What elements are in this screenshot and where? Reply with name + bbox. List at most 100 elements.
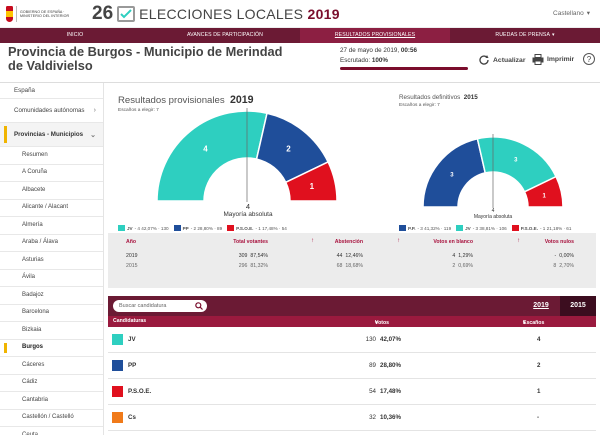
sidebar-item[interactable]: Bizkaia bbox=[0, 322, 103, 340]
government-logo[interactable]: GOBIERNO DE ESPAÑA · MINISTERIO DEL INTE… bbox=[6, 4, 78, 24]
sidebar-item-label: Ávila bbox=[22, 274, 36, 281]
summary-count: 4 bbox=[452, 253, 456, 259]
sidebar-item[interactable]: A Coruña bbox=[0, 165, 103, 182]
definitive-year: 2015 bbox=[463, 94, 478, 101]
sidebar-item[interactable]: Cáceres bbox=[0, 357, 103, 375]
party-color-swatch bbox=[112, 334, 123, 345]
sidebar-item[interactable]: España bbox=[0, 83, 103, 99]
legend-values: - 3 41,32% · 119 bbox=[417, 225, 452, 231]
legend-swatch bbox=[511, 225, 519, 231]
print-button[interactable]: Imprimir bbox=[532, 54, 574, 65]
legend-values: - 1 21,18% · 61 bbox=[540, 225, 572, 231]
summary-header-year: Año bbox=[126, 239, 137, 245]
nav-inicio[interactable]: INICIO bbox=[66, 32, 84, 38]
print-label: Imprimir bbox=[547, 56, 575, 63]
brand-logo[interactable]: 26 ELECCIONES LOCALES 2019 bbox=[92, 3, 340, 24]
summary-cell-blank: 4 1,29% bbox=[452, 253, 473, 259]
refresh-button[interactable]: Actualizar bbox=[478, 54, 525, 66]
legend-swatch bbox=[456, 225, 464, 231]
sidebar-item[interactable]: Resumen bbox=[0, 147, 103, 165]
sidebar-item[interactable]: Araba / Álava bbox=[0, 235, 103, 252]
sidebar-item[interactable]: Provincias - Municipios ⌄ bbox=[0, 123, 103, 147]
seat-arc-pp[interactable] bbox=[422, 137, 487, 208]
sidebar-item-label: Castellón / Castelló bbox=[22, 414, 74, 421]
sidebar-item-label: Badajoz bbox=[22, 291, 44, 298]
sidebar-item-label: Provincias - Municipios bbox=[14, 131, 84, 138]
sidebar-item[interactable]: Almería bbox=[0, 217, 103, 235]
summary-cell-null: -0,00% bbox=[555, 253, 574, 259]
party-percent: 17,48% bbox=[380, 388, 401, 395]
candidate-row[interactable]: Cs 32 10,36% - bbox=[108, 405, 596, 431]
candidate-row[interactable]: PP 89 28,80% 2 bbox=[108, 353, 596, 379]
party-votes: 130 bbox=[365, 336, 376, 343]
sidebar-item[interactable]: Comunidades autónomas › bbox=[0, 99, 103, 123]
government-text: GOBIERNO DE ESPAÑA · MINISTERIO DEL INTE… bbox=[19, 10, 70, 18]
sidebar-item[interactable]: Alicante / Alacant bbox=[0, 200, 103, 217]
legend-item: P.S.O.E. - 1 21,18% · 61 bbox=[511, 225, 572, 231]
tab-2019[interactable]: 2019 bbox=[533, 302, 549, 309]
party-votes: 32 bbox=[369, 414, 376, 421]
candidate-row[interactable]: P.S.O.E. 54 17,48% 1 bbox=[108, 379, 596, 405]
party-percent: 10,36% bbox=[380, 414, 401, 421]
party-votes: 54 bbox=[369, 388, 376, 395]
brand-year: 2019 bbox=[307, 6, 340, 22]
sidebar-item[interactable]: Cantabria bbox=[0, 392, 103, 410]
summary-count: 309 bbox=[238, 253, 248, 259]
seat-count-label: 1 bbox=[543, 193, 547, 199]
sidebar-item[interactable]: Barcelona bbox=[0, 305, 103, 322]
seat-arc-psoe[interactable] bbox=[284, 160, 338, 202]
legend-party: P.P. bbox=[408, 225, 416, 231]
summary-percent: 18,68% bbox=[345, 263, 363, 269]
sidebar-item-label: Albacete bbox=[22, 186, 46, 193]
seat-arc-jv[interactable] bbox=[156, 110, 268, 202]
legend-swatch bbox=[227, 225, 235, 231]
tab-2015[interactable]: 2015 bbox=[560, 296, 596, 316]
legend-item: P.P. - 3 41,32% · 119 bbox=[399, 225, 451, 231]
sidebar-item[interactable]: Ávila bbox=[0, 270, 103, 287]
seat-count-label: 1 bbox=[310, 182, 315, 191]
printer-icon bbox=[532, 54, 544, 65]
seat-arc-psoe[interactable] bbox=[523, 175, 564, 208]
legend-values: - 4 42,07% · 130 bbox=[134, 225, 169, 231]
scrutiny-label: Escrutado: bbox=[340, 57, 371, 64]
sidebar-item[interactable]: Cádiz bbox=[0, 375, 103, 392]
candidate-row[interactable]: JV 130 42,07% 4 bbox=[108, 327, 596, 353]
nav-avances[interactable]: AVANCES DE PARTICIPACIÓN bbox=[187, 32, 263, 38]
sidebar-item[interactable]: Albacete bbox=[0, 182, 103, 200]
help-button[interactable]: ? bbox=[583, 53, 595, 65]
sidebar-item-label: Cádiz bbox=[22, 379, 38, 386]
scrutiny-status: Escrutado: 100% bbox=[340, 57, 388, 64]
sidebar-item[interactable]: Asturias bbox=[0, 252, 103, 270]
provisional-title: Resultados provisionales 2019 bbox=[118, 94, 254, 106]
summary-cell-total: 309 87,54% bbox=[239, 253, 268, 259]
sidebar-item[interactable]: Castellón / Castelló bbox=[0, 410, 103, 427]
total-sort-arrow-icon[interactable]: ↑ bbox=[311, 238, 314, 244]
search-input[interactable]: Buscar candidatura bbox=[113, 300, 207, 312]
legend-item: JV - 4 42,07% · 130 bbox=[118, 225, 169, 231]
candidates-table-header: Candidaturas Votos ▾ Escaños ▾ bbox=[108, 316, 596, 327]
summary-cell-null: 8 2,70% bbox=[553, 263, 574, 269]
abstention-sort-arrow-icon[interactable]: ↑ bbox=[397, 238, 400, 244]
sidebar-item-label: Cantabria bbox=[22, 396, 49, 403]
summary-percent: 12,46% bbox=[345, 253, 363, 259]
party-seats: - bbox=[537, 414, 540, 421]
definitive-seats: Escaños a elegir: 7 bbox=[399, 103, 440, 108]
seat-count-label: 4 bbox=[203, 145, 208, 154]
sidebar-item[interactable]: Burgos bbox=[0, 340, 103, 357]
summary-header-total: Total votantes bbox=[233, 239, 268, 245]
sidebar-item[interactable]: Badajoz bbox=[0, 287, 103, 305]
legend-item: PP - 2 28,80% · 89 bbox=[173, 225, 222, 231]
language-selector[interactable]: Castellano ▾ bbox=[553, 9, 590, 18]
sidebar-item-label: Resumen bbox=[22, 151, 48, 158]
summary-header-blank: Votos en blanco bbox=[433, 239, 473, 245]
nav-resultados[interactable]: RESULTADOS PROVISIONALES bbox=[300, 28, 450, 43]
nav-ruedas[interactable]: RUEDAS DE PRENSA ▾ bbox=[450, 28, 600, 43]
col-party[interactable]: Candidaturas bbox=[113, 318, 147, 324]
blank-sort-arrow-icon[interactable]: ↑ bbox=[517, 238, 520, 244]
provisional-majority-label: Mayoría absoluta bbox=[223, 211, 273, 218]
provisional-year: 2019 bbox=[230, 94, 254, 106]
candidates-toolbar: Buscar candidatura 2019 2015 bbox=[108, 296, 596, 316]
sidebar-item[interactable]: Ceuta bbox=[0, 427, 103, 435]
nav-ruedas-label: RUEDAS DE PRENSA bbox=[495, 32, 550, 38]
sidebar-item-label: Comunidades autónomas bbox=[14, 107, 85, 114]
